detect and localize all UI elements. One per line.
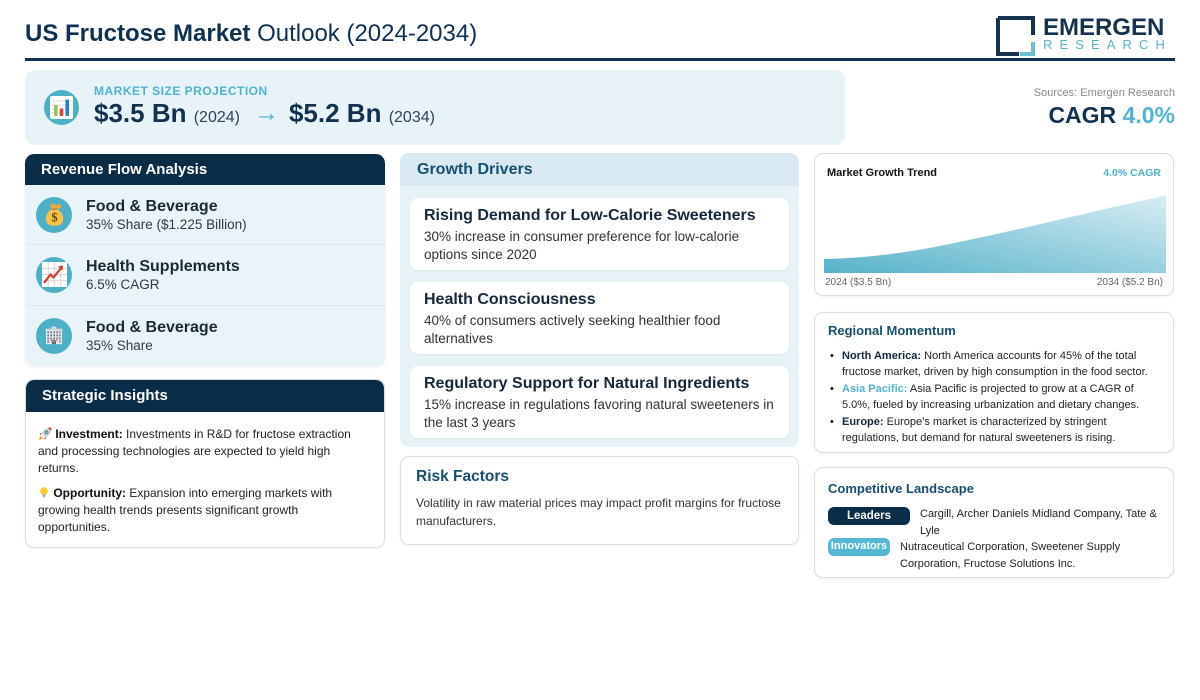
svg-text:$: $ [51,210,57,224]
